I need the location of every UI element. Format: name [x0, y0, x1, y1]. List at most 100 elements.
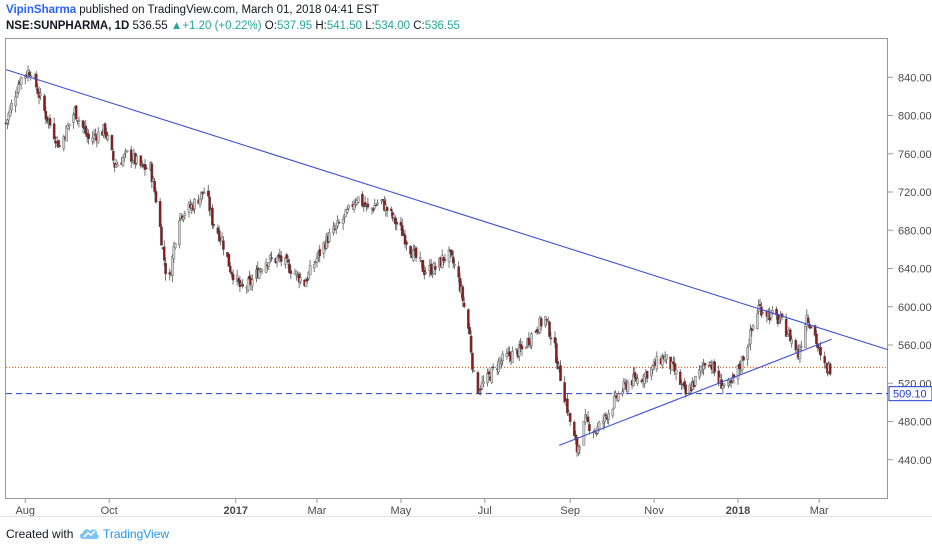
candle-up	[352, 204, 356, 210]
candle-up	[617, 393, 620, 401]
candle-down	[52, 123, 56, 140]
candle-up	[804, 324, 807, 348]
candle-up	[121, 157, 125, 166]
candle-down	[572, 421, 576, 437]
candle-up	[632, 373, 635, 386]
candle-up	[747, 344, 751, 348]
y-tick-label: 840.00	[898, 72, 932, 84]
candle-down	[212, 224, 216, 226]
x-tick-label: 2017	[224, 505, 248, 516]
candle-up	[123, 153, 126, 159]
chart-frame[interactable]	[5, 38, 888, 499]
open-value: 537.95	[276, 20, 313, 32]
candle-up	[501, 353, 505, 361]
candle-up	[202, 192, 206, 194]
candle-up	[328, 232, 331, 242]
candle-up	[312, 264, 316, 268]
tradingview-brand[interactable]: TradingView	[103, 527, 170, 541]
candle-up	[728, 382, 732, 385]
price-chart[interactable]: 840.00 800.00 760.00 720.00 680.00 640.00 600.…	[0, 0, 932, 516]
candle-down	[286, 259, 290, 263]
candle-up	[171, 256, 174, 276]
candle-up	[77, 119, 81, 122]
candle-up	[665, 354, 668, 360]
low-label: L:	[365, 20, 375, 32]
candle-down	[160, 226, 163, 246]
candle-down	[758, 304, 762, 306]
candle-down	[491, 366, 495, 368]
candle-up	[72, 114, 75, 123]
candle-down	[112, 151, 115, 161]
candle-down	[563, 382, 566, 403]
candle-up	[721, 385, 725, 389]
candle-up	[746, 346, 749, 360]
candle-up	[67, 123, 71, 126]
candle-up	[761, 312, 765, 315]
candle-down	[372, 208, 375, 211]
candle-up	[19, 77, 23, 85]
low-value: 534.00	[374, 20, 410, 32]
candle-up	[267, 262, 271, 267]
candle-down	[443, 259, 447, 261]
y-tick-label: 440.00	[898, 455, 932, 467]
candle-down	[208, 196, 211, 212]
candle-up	[482, 381, 485, 384]
candle-up	[500, 361, 503, 364]
candle-up	[694, 375, 697, 386]
candle-down	[285, 254, 288, 259]
candle-up	[336, 220, 339, 227]
candle-up	[347, 204, 350, 209]
candle-down	[150, 163, 154, 182]
candle-down	[81, 120, 85, 128]
candle-down	[566, 398, 569, 414]
close-label: C:	[413, 20, 425, 32]
candle-down	[586, 416, 590, 422]
high-value: 541.50	[326, 20, 363, 32]
candle-down	[823, 356, 827, 364]
x-tick-label: 2018	[726, 505, 750, 516]
candle-up	[740, 356, 744, 371]
candle-up	[544, 316, 547, 326]
candle-up	[39, 92, 42, 96]
x-tick-label: Oct	[101, 505, 118, 516]
candle-down	[451, 256, 455, 264]
candle-up	[636, 378, 639, 384]
candle-down	[487, 371, 491, 375]
candle-up	[424, 271, 427, 274]
candle-down	[228, 265, 232, 273]
symbol-name: NSE:SUNPHARMA, 1D	[6, 20, 130, 32]
candle-up	[786, 334, 789, 337]
candle-down	[568, 413, 572, 422]
candle-down	[450, 250, 454, 256]
candle-down	[467, 309, 470, 329]
candle-down	[222, 240, 225, 250]
author-name[interactable]: VipinSharma	[6, 4, 77, 16]
y-tick-label: 600.00	[898, 302, 932, 314]
candle-down	[45, 116, 49, 122]
candle-up	[478, 391, 481, 393]
candle-down	[828, 363, 832, 375]
candle-down	[819, 347, 822, 356]
candle-down	[548, 321, 551, 337]
candle-down	[405, 241, 408, 245]
x-tick-label: Sep	[560, 505, 580, 516]
tradingview-cloud-icon[interactable]	[78, 525, 100, 541]
candle-down	[806, 317, 810, 323]
candle-down	[129, 149, 133, 162]
candle-down	[44, 111, 48, 120]
candle-up	[296, 273, 300, 275]
candle-up	[178, 220, 181, 246]
trendline-up	[558, 338, 832, 446]
candle-up	[661, 355, 664, 366]
candle-down	[399, 221, 403, 226]
x-tick-label: May	[391, 505, 412, 516]
candle-down	[306, 278, 309, 282]
candle-down	[87, 133, 90, 140]
candle-up	[173, 243, 177, 248]
candle-up	[307, 272, 311, 280]
candle-up	[55, 137, 59, 142]
candle-down	[414, 247, 418, 258]
symbol-info: NSE:SUNPHARMA, 1D 536.55 ▲+1.20 (+0.22%)…	[6, 20, 460, 32]
candle-down	[43, 95, 46, 111]
candle-up	[246, 278, 250, 291]
